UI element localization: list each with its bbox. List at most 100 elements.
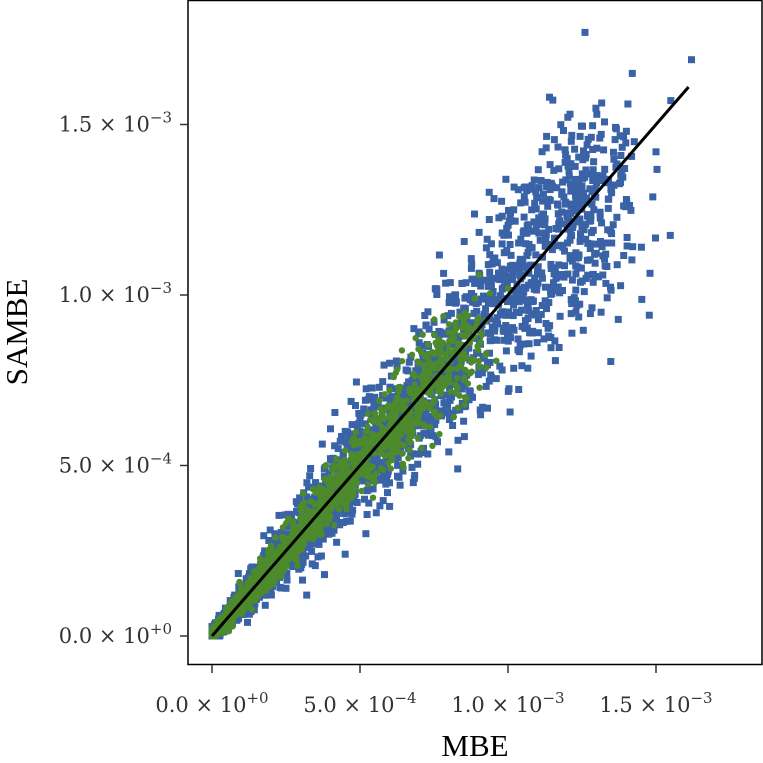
data-point bbox=[253, 591, 260, 599]
cloud-point bbox=[492, 317, 500, 325]
data-point bbox=[297, 564, 305, 572]
cloud-point bbox=[372, 456, 380, 464]
cloud-point bbox=[609, 221, 617, 229]
cloud-point bbox=[523, 324, 531, 332]
cloud-point bbox=[507, 251, 515, 259]
cloud-point bbox=[555, 344, 563, 351]
data-point bbox=[282, 584, 290, 592]
cloud-point bbox=[528, 182, 536, 190]
data-point bbox=[356, 414, 364, 422]
cloud-point bbox=[293, 508, 300, 515]
cloud-point bbox=[566, 110, 574, 118]
cloud-point bbox=[455, 340, 462, 347]
cloud-point bbox=[602, 279, 610, 287]
data-point bbox=[454, 465, 462, 473]
cloud-point bbox=[452, 319, 459, 326]
cloud-point bbox=[518, 362, 526, 370]
data-point bbox=[333, 455, 340, 462]
cloud-point bbox=[463, 354, 470, 361]
cloud-point bbox=[547, 265, 555, 272]
cloud-point bbox=[484, 261, 492, 269]
cloud-point bbox=[538, 212, 546, 220]
data-point bbox=[543, 305, 550, 313]
cloud-point bbox=[405, 455, 412, 462]
data-point bbox=[279, 537, 287, 544]
cloud-point bbox=[278, 584, 285, 592]
data-point bbox=[244, 618, 251, 626]
cloud-point bbox=[540, 335, 548, 343]
cloud-point bbox=[451, 346, 459, 353]
cloud-point bbox=[292, 554, 299, 561]
cloud-point bbox=[550, 166, 558, 174]
cloud-point bbox=[502, 274, 510, 282]
cloud-point bbox=[237, 580, 244, 587]
cloud-point bbox=[568, 300, 576, 308]
cloud-point bbox=[586, 310, 594, 318]
cloud-point bbox=[577, 264, 585, 272]
cloud-point bbox=[568, 131, 576, 139]
cloud-point bbox=[364, 481, 372, 488]
cloud-point bbox=[545, 299, 553, 306]
cloud-point bbox=[534, 166, 542, 174]
cloud-point bbox=[517, 199, 525, 207]
cloud-point bbox=[463, 316, 471, 324]
cloud-point bbox=[490, 295, 498, 303]
cloud-point bbox=[532, 251, 540, 259]
cloud-point bbox=[510, 326, 518, 334]
cloud-point bbox=[400, 403, 407, 411]
cloud-point bbox=[589, 278, 597, 286]
cloud-point bbox=[484, 282, 492, 290]
data-point bbox=[578, 182, 586, 190]
cloud-point bbox=[477, 282, 485, 290]
cloud-point bbox=[579, 122, 586, 130]
cloud-point bbox=[415, 328, 423, 336]
data-point bbox=[474, 298, 482, 306]
cloud-point bbox=[364, 444, 372, 452]
cloud-point bbox=[611, 136, 619, 144]
cloud-point bbox=[435, 251, 443, 259]
cloud-point bbox=[260, 532, 268, 540]
data-point bbox=[628, 69, 636, 77]
cloud-point bbox=[431, 410, 438, 417]
cloud-point bbox=[535, 220, 543, 228]
cloud-point bbox=[336, 437, 344, 445]
cloud-point bbox=[556, 312, 564, 320]
cloud-point bbox=[435, 332, 443, 340]
cloud-point bbox=[484, 295, 492, 303]
cloud-point bbox=[306, 472, 314, 480]
cloud-point bbox=[446, 293, 453, 301]
cloud-point bbox=[327, 482, 334, 489]
cloud-point bbox=[523, 222, 531, 230]
data-point bbox=[326, 520, 334, 527]
cloud-point bbox=[571, 162, 579, 170]
cloud-point bbox=[342, 438, 350, 446]
data-point bbox=[247, 578, 254, 585]
cloud-point bbox=[458, 324, 466, 331]
cloud-point bbox=[490, 195, 498, 203]
cloud-point bbox=[596, 214, 604, 222]
cloud-point bbox=[374, 461, 382, 469]
cloud-point bbox=[580, 147, 587, 155]
cloud-point bbox=[601, 165, 609, 173]
cloud-point bbox=[582, 274, 590, 282]
cloud-point bbox=[515, 239, 523, 247]
cloud-point bbox=[370, 426, 378, 434]
cloud-point bbox=[461, 374, 468, 381]
cloud-point bbox=[532, 225, 540, 233]
cloud-point bbox=[458, 382, 466, 389]
cloud-point bbox=[436, 430, 443, 438]
cloud-point bbox=[426, 405, 433, 412]
cloud-point bbox=[572, 175, 580, 183]
cloud-point bbox=[505, 218, 513, 226]
cloud-point bbox=[424, 371, 431, 379]
cloud-point bbox=[512, 308, 520, 316]
cloud-point bbox=[551, 234, 558, 242]
cloud-point bbox=[598, 219, 606, 227]
cloud-point bbox=[485, 315, 493, 323]
cloud-point bbox=[486, 275, 494, 283]
cloud-point bbox=[331, 442, 339, 450]
cloud-point bbox=[403, 439, 411, 447]
cloud-point bbox=[450, 335, 457, 343]
cloud-point bbox=[493, 357, 500, 364]
data-point bbox=[436, 407, 444, 415]
